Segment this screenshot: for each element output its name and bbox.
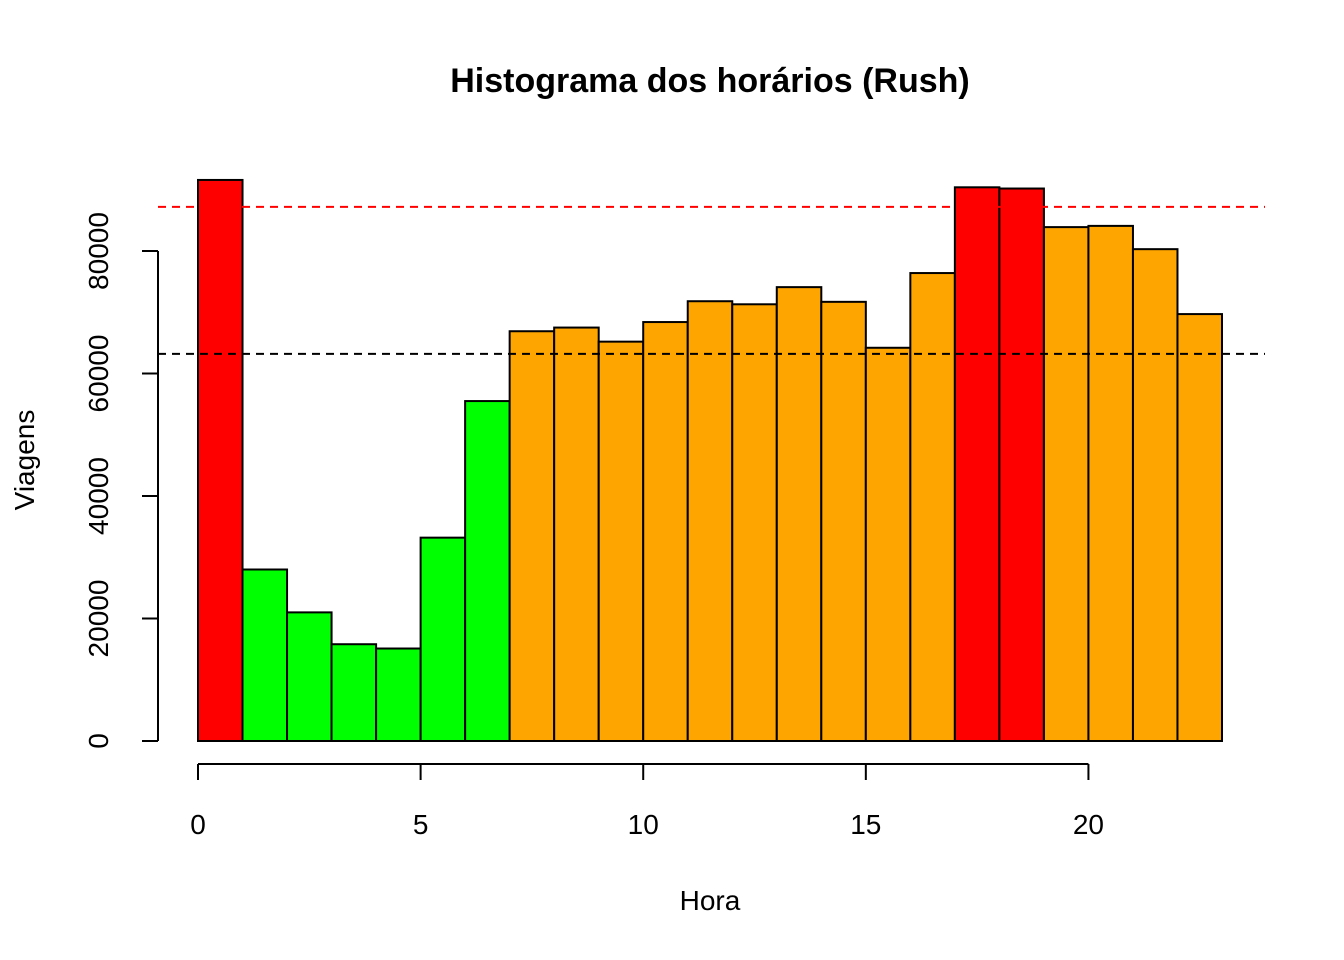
- bar-hour-6: [464, 400, 511, 742]
- bar-hour-17: [953, 186, 1001, 743]
- bar-hour-5: [419, 536, 467, 743]
- bar-hour-12: [731, 303, 778, 742]
- bar-hour-19: [1042, 226, 1090, 743]
- bar-hour-0: [197, 178, 244, 742]
- bar-hour-3: [330, 643, 378, 742]
- bar-hour-4: [375, 647, 422, 743]
- bar-hour-1: [241, 568, 289, 742]
- y-tick-label-0: 0: [83, 733, 114, 749]
- bar-hour-22: [1176, 313, 1224, 742]
- bar-hour-16: [909, 272, 956, 742]
- y-tick-label-60000: 60000: [83, 335, 114, 413]
- bar-hour-2: [286, 611, 333, 742]
- bar-hour-15: [864, 346, 912, 742]
- bar-hour-13: [775, 286, 823, 742]
- x-tick-label-20: 20: [1073, 809, 1104, 840]
- bar-hour-9: [597, 340, 645, 742]
- x-tick-label-5: 5: [413, 809, 429, 840]
- bar-hour-14: [820, 300, 867, 742]
- bar-hour-21: [1131, 248, 1179, 742]
- y-tick-label-40000: 40000: [83, 457, 114, 535]
- bar-hour-8: [553, 326, 600, 742]
- bar-hour-18: [998, 187, 1045, 742]
- bar-hour-10: [642, 321, 689, 742]
- y-axis: 0 20000 40000 60000 80000: [83, 212, 159, 749]
- x-axis: 0 5 10 15 20: [190, 763, 1104, 840]
- bar-hour-11: [686, 300, 734, 742]
- reference-lines-group: [158, 205, 1265, 355]
- x-tick-label-0: 0: [190, 809, 206, 840]
- y-tick-label-20000: 20000: [83, 580, 114, 658]
- bar-hour-7: [508, 330, 556, 742]
- x-axis-label: Hora: [680, 885, 741, 916]
- y-tick-label-80000: 80000: [83, 212, 114, 290]
- chart-title: Histograma dos horários (Rush): [450, 62, 970, 100]
- y-axis-label: Viagens: [9, 410, 40, 511]
- x-tick-label-15: 15: [850, 809, 881, 840]
- bars-group: [197, 178, 1224, 743]
- x-tick-label-10: 10: [628, 809, 659, 840]
- bar-hour-20: [1087, 224, 1134, 742]
